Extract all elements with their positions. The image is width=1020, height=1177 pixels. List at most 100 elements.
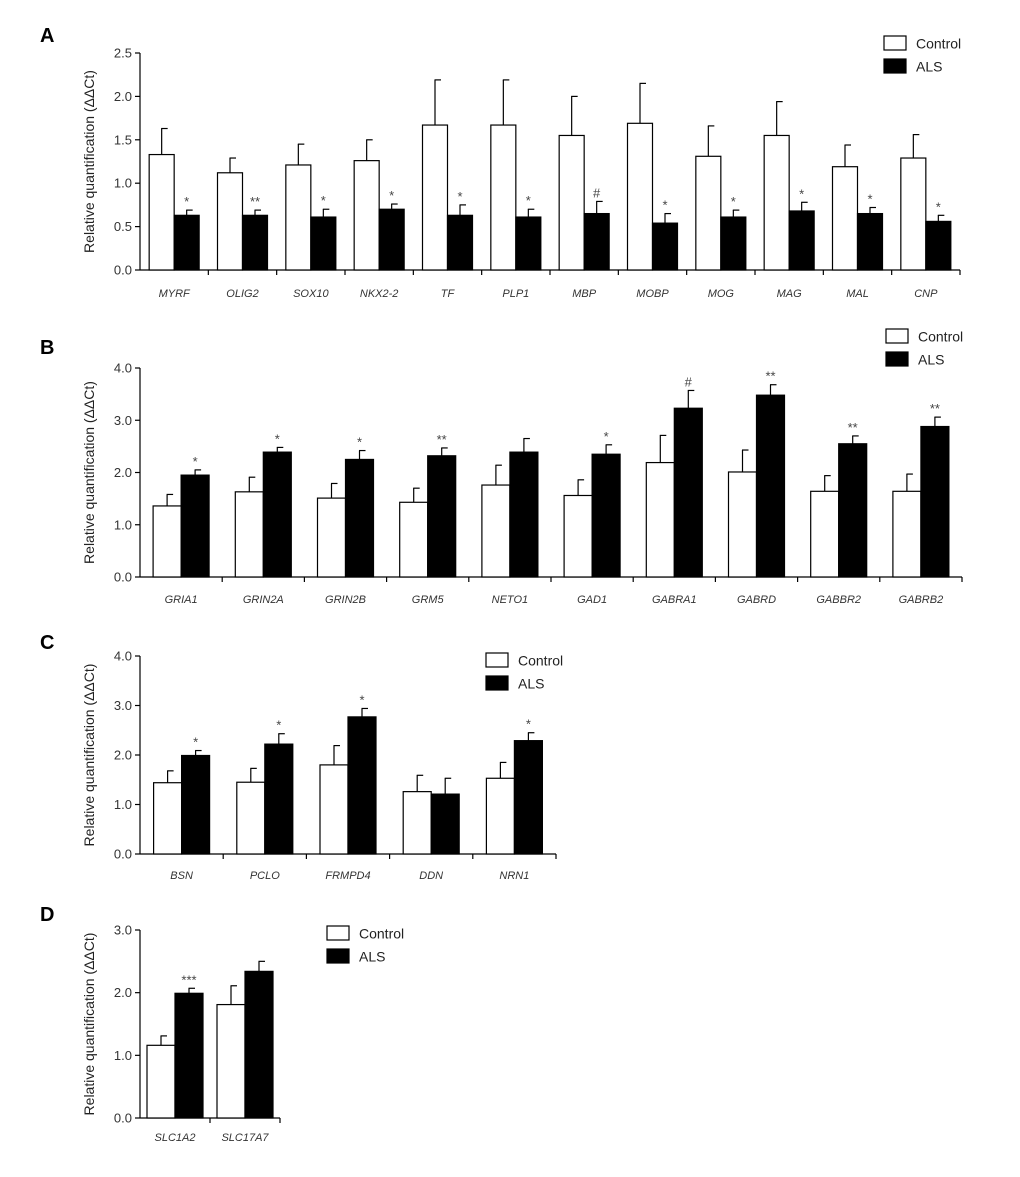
significance-marker: * xyxy=(193,454,198,469)
bar-control-mag xyxy=(763,134,790,271)
bar-als-gabbr2 xyxy=(838,443,868,578)
category-label: FRMPD4 xyxy=(325,870,370,882)
category-label: MAL xyxy=(846,288,869,300)
category-label: NETO1 xyxy=(492,594,528,606)
y-tick-label: 1.5 xyxy=(114,132,132,147)
category-label: MOG xyxy=(708,288,735,300)
bar-control-mog xyxy=(695,155,722,271)
significance-marker: * xyxy=(321,193,326,208)
significance-marker: * xyxy=(184,194,189,209)
legend-label-control: Control xyxy=(918,329,963,345)
category-label: GABRA1 xyxy=(652,594,697,606)
legend-swatch-als xyxy=(326,948,350,964)
bar-als-gad1 xyxy=(591,453,621,578)
bar-control-gabra1 xyxy=(645,461,675,578)
bar-control-grin2b xyxy=(316,497,347,578)
category-label: GABRB2 xyxy=(899,594,944,606)
legend-label-control: Control xyxy=(359,926,404,942)
significance-marker: * xyxy=(276,718,281,733)
y-tick-label: 2.0 xyxy=(114,748,132,763)
bar-als-nrn1 xyxy=(513,740,544,855)
category-label: SOX10 xyxy=(293,288,329,300)
bar-als-tf xyxy=(446,214,474,271)
y-tick-label: 2.0 xyxy=(114,465,132,480)
category-label: MYRF xyxy=(159,288,191,300)
y-tick-label: 4.0 xyxy=(114,361,132,376)
bar-control-gabbr2 xyxy=(810,490,840,578)
significance-marker: * xyxy=(662,198,667,213)
bar-control-mal xyxy=(831,166,859,271)
y-axis-label: Relative quantification (ΔΔCt) xyxy=(81,664,97,847)
bar-als-ddn xyxy=(430,793,460,855)
bar-control-sox10 xyxy=(285,164,312,271)
category-label: SLC17A7 xyxy=(221,1132,269,1144)
bar-control-slc1a2 xyxy=(146,1044,176,1119)
bar-als-mag xyxy=(788,210,815,271)
category-label: SLC1A2 xyxy=(155,1132,196,1144)
bar-als-grm5 xyxy=(427,455,457,578)
category-label: GAD1 xyxy=(577,594,607,606)
y-tick-label: 3.0 xyxy=(114,698,132,713)
category-label: NRN1 xyxy=(499,870,529,882)
category-label: MAG xyxy=(777,288,803,300)
bar-control-nrn1 xyxy=(485,777,515,855)
bar-control-gria1 xyxy=(152,505,182,578)
significance-marker: * xyxy=(604,429,609,444)
bar-als-gabrb2 xyxy=(920,425,950,578)
bar-als-mobp xyxy=(651,222,679,271)
panel-letter: D xyxy=(40,904,54,926)
y-axis-label: Relative quantification (ΔΔCt) xyxy=(81,70,97,253)
legend-label-als: ALS xyxy=(518,676,544,692)
legend-swatch-control xyxy=(883,35,907,51)
bar-control-olig2 xyxy=(216,172,244,271)
significance-marker: * xyxy=(193,735,198,750)
y-tick-label: 1.0 xyxy=(114,176,132,191)
y-tick-label: 2.0 xyxy=(114,985,132,1000)
bar-control-bsn xyxy=(153,782,183,855)
y-tick-label: 0.0 xyxy=(114,263,132,278)
legend-swatch-als xyxy=(883,58,907,74)
bar-control-grin2a xyxy=(234,491,264,578)
panel-b: B Relative quantification (ΔΔCt) 0.0 1.0 2.0… xyxy=(40,328,963,606)
significance-marker: ** xyxy=(930,401,940,416)
category-label: NKX2-2 xyxy=(360,288,399,300)
legend-label-control: Control xyxy=(518,653,563,669)
category-label: GABBR2 xyxy=(816,594,861,606)
legend-swatch-als xyxy=(885,351,909,367)
y-axis-label: Relative quantification (ΔΔCt) xyxy=(81,933,97,1116)
category-label: PLP1 xyxy=(502,288,529,300)
panel-letter: A xyxy=(40,25,54,47)
bar-als-cnp xyxy=(925,220,952,271)
significance-marker: * xyxy=(936,199,941,214)
y-tick-label: 2.5 xyxy=(114,46,132,61)
significance-marker: * xyxy=(359,692,364,707)
category-label: GRIN2A xyxy=(243,594,284,606)
bar-control-nkx2-2 xyxy=(353,160,380,271)
bar-als-bsn xyxy=(181,754,211,855)
significance-marker: * xyxy=(731,194,736,209)
legend-swatch-control xyxy=(885,328,909,344)
bar-als-plp1 xyxy=(515,216,542,271)
bar-control-slc17a7 xyxy=(216,1003,246,1119)
significance-marker: * xyxy=(275,431,280,446)
y-tick-label: 0.0 xyxy=(114,570,132,585)
bar-als-frmpd4 xyxy=(347,716,377,855)
significance-marker: ** xyxy=(250,194,260,209)
significance-marker: * xyxy=(867,192,872,207)
legend-label-als: ALS xyxy=(916,59,942,75)
legend-swatch-control xyxy=(485,652,509,668)
bar-als-nkx2-2 xyxy=(378,208,405,271)
y-tick-label: 1.0 xyxy=(114,1048,132,1063)
category-label: GRIA1 xyxy=(165,594,198,606)
significance-marker: ** xyxy=(848,420,858,435)
legend-swatch-als xyxy=(485,675,509,691)
bar-control-mbp xyxy=(558,134,585,271)
bar-control-cnp xyxy=(900,157,927,271)
category-label: GABRD xyxy=(737,594,776,606)
significance-marker: ** xyxy=(765,369,775,384)
significance-marker: *** xyxy=(181,972,196,987)
bar-als-grin2b xyxy=(344,458,375,578)
bar-control-frmpd4 xyxy=(319,764,349,855)
category-label: CNP xyxy=(914,288,938,300)
legend-label-als: ALS xyxy=(918,352,944,368)
